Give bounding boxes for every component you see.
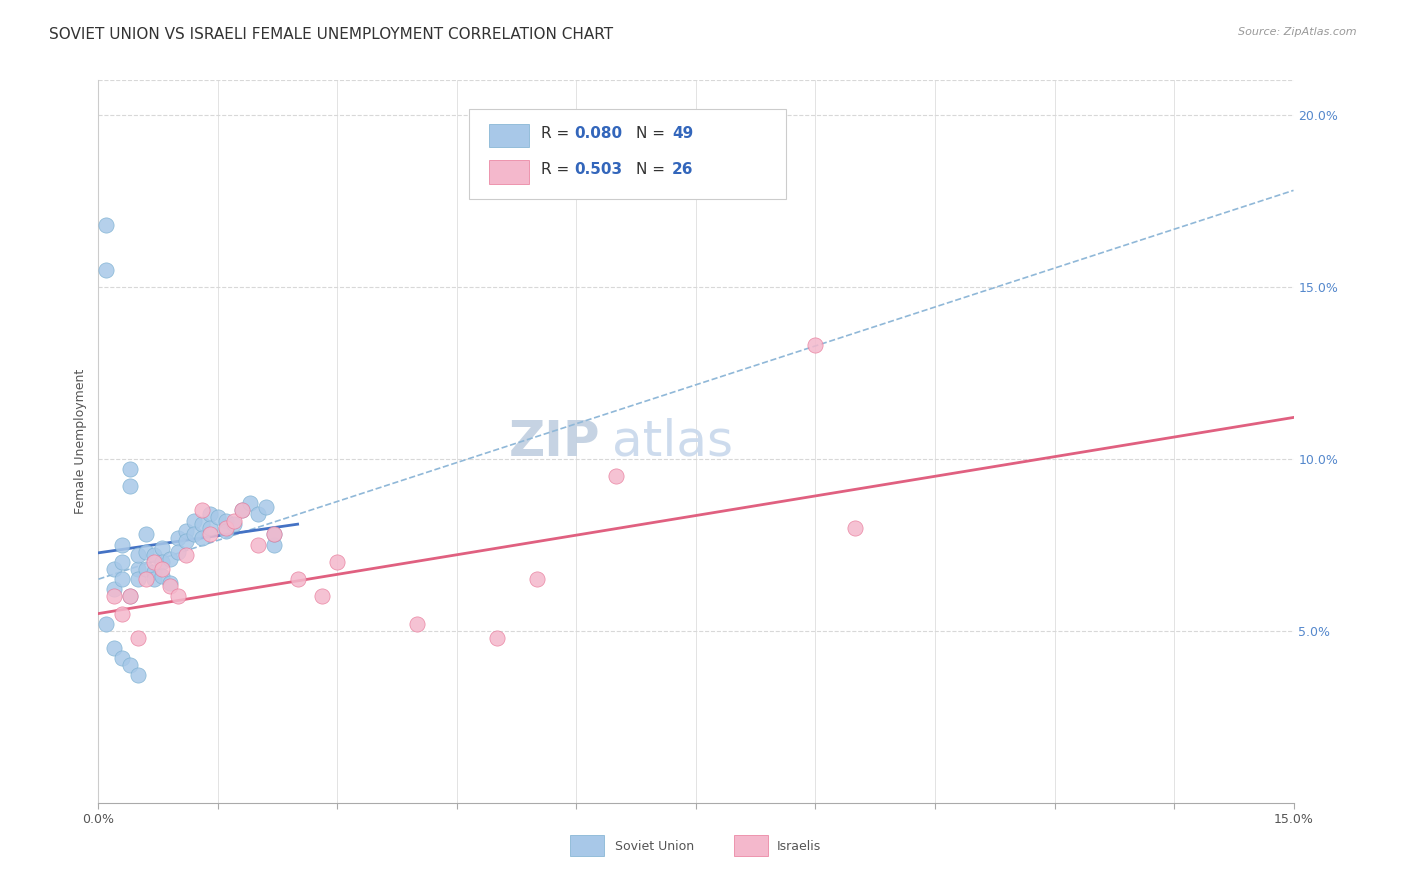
Israelis	[311, 590, 333, 604]
Israelis	[135, 572, 157, 586]
Israelis	[406, 616, 429, 631]
Soviet Union	[120, 658, 142, 673]
Soviet Union	[167, 531, 190, 545]
FancyBboxPatch shape	[470, 109, 786, 200]
Soviet Union	[96, 262, 118, 277]
Soviet Union	[103, 562, 125, 576]
Text: N =: N =	[637, 126, 671, 141]
Soviet Union	[120, 479, 142, 493]
Soviet Union	[135, 527, 157, 541]
Soviet Union	[263, 538, 285, 552]
Israelis	[150, 562, 173, 576]
Soviet Union	[174, 524, 197, 538]
Israelis	[167, 590, 190, 604]
Israelis	[111, 607, 134, 621]
Soviet Union	[215, 524, 238, 538]
Soviet Union	[254, 500, 277, 514]
Text: N =: N =	[637, 161, 671, 177]
Soviet Union	[239, 496, 262, 510]
Soviet Union	[143, 572, 166, 586]
Text: ZIP: ZIP	[509, 417, 600, 466]
Israelis	[191, 503, 214, 517]
Soviet Union	[120, 590, 142, 604]
Text: SOVIET UNION VS ISRAELI FEMALE UNEMPLOYMENT CORRELATION CHART: SOVIET UNION VS ISRAELI FEMALE UNEMPLOYM…	[49, 27, 613, 42]
Text: Source: ZipAtlas.com: Source: ZipAtlas.com	[1239, 27, 1357, 37]
Soviet Union	[207, 510, 229, 524]
Israelis	[263, 527, 285, 541]
Soviet Union	[159, 551, 181, 566]
Israelis	[246, 538, 269, 552]
Israelis	[198, 527, 221, 541]
Soviet Union	[183, 514, 205, 528]
Soviet Union	[198, 520, 221, 534]
Israelis	[605, 469, 627, 483]
Soviet Union	[198, 507, 221, 521]
Soviet Union	[159, 575, 181, 590]
Soviet Union	[103, 640, 125, 655]
Soviet Union	[135, 562, 157, 576]
Soviet Union	[191, 517, 214, 532]
Soviet Union	[127, 548, 149, 562]
Soviet Union	[215, 514, 238, 528]
Soviet Union	[246, 507, 269, 521]
Soviet Union	[127, 668, 149, 682]
Soviet Union	[135, 544, 157, 558]
Soviet Union	[231, 503, 253, 517]
Soviet Union	[120, 462, 142, 476]
Israelis	[287, 572, 309, 586]
Y-axis label: Female Unemployment: Female Unemployment	[75, 369, 87, 514]
Israelis	[215, 520, 238, 534]
FancyBboxPatch shape	[571, 835, 605, 855]
Israelis	[804, 338, 827, 352]
Soviet Union	[263, 527, 285, 541]
Text: R =: R =	[541, 161, 574, 177]
FancyBboxPatch shape	[489, 161, 529, 184]
Soviet Union	[191, 531, 214, 545]
Soviet Union	[96, 616, 118, 631]
Israelis	[222, 514, 245, 528]
Text: 0.080: 0.080	[574, 126, 623, 141]
Soviet Union	[174, 534, 197, 549]
Israelis	[159, 579, 181, 593]
Soviet Union	[111, 651, 134, 665]
Israelis	[485, 631, 508, 645]
FancyBboxPatch shape	[734, 835, 768, 855]
Text: R =: R =	[541, 126, 574, 141]
FancyBboxPatch shape	[489, 124, 529, 147]
Soviet Union	[150, 541, 173, 556]
Israelis	[844, 520, 866, 534]
Israelis	[231, 503, 253, 517]
Soviet Union	[143, 548, 166, 562]
Soviet Union	[127, 562, 149, 576]
Soviet Union	[127, 572, 149, 586]
Soviet Union	[222, 517, 245, 532]
Text: 49: 49	[672, 126, 693, 141]
Soviet Union	[103, 582, 125, 597]
Soviet Union	[143, 566, 166, 580]
Soviet Union	[150, 568, 173, 582]
Soviet Union	[111, 572, 134, 586]
Soviet Union	[111, 555, 134, 569]
Text: 26: 26	[672, 161, 693, 177]
Text: Soviet Union: Soviet Union	[614, 839, 693, 853]
Israelis	[103, 590, 125, 604]
Text: Israelis: Israelis	[778, 839, 821, 853]
Soviet Union	[167, 544, 190, 558]
Soviet Union	[96, 218, 118, 232]
Israelis	[120, 590, 142, 604]
Israelis	[127, 631, 149, 645]
Soviet Union	[183, 527, 205, 541]
Text: atlas: atlas	[613, 417, 734, 466]
Israelis	[526, 572, 548, 586]
Israelis	[326, 555, 349, 569]
Text: 0.503: 0.503	[574, 161, 623, 177]
Israelis	[143, 555, 166, 569]
Soviet Union	[111, 538, 134, 552]
Soviet Union	[150, 555, 173, 569]
Israelis	[174, 548, 197, 562]
